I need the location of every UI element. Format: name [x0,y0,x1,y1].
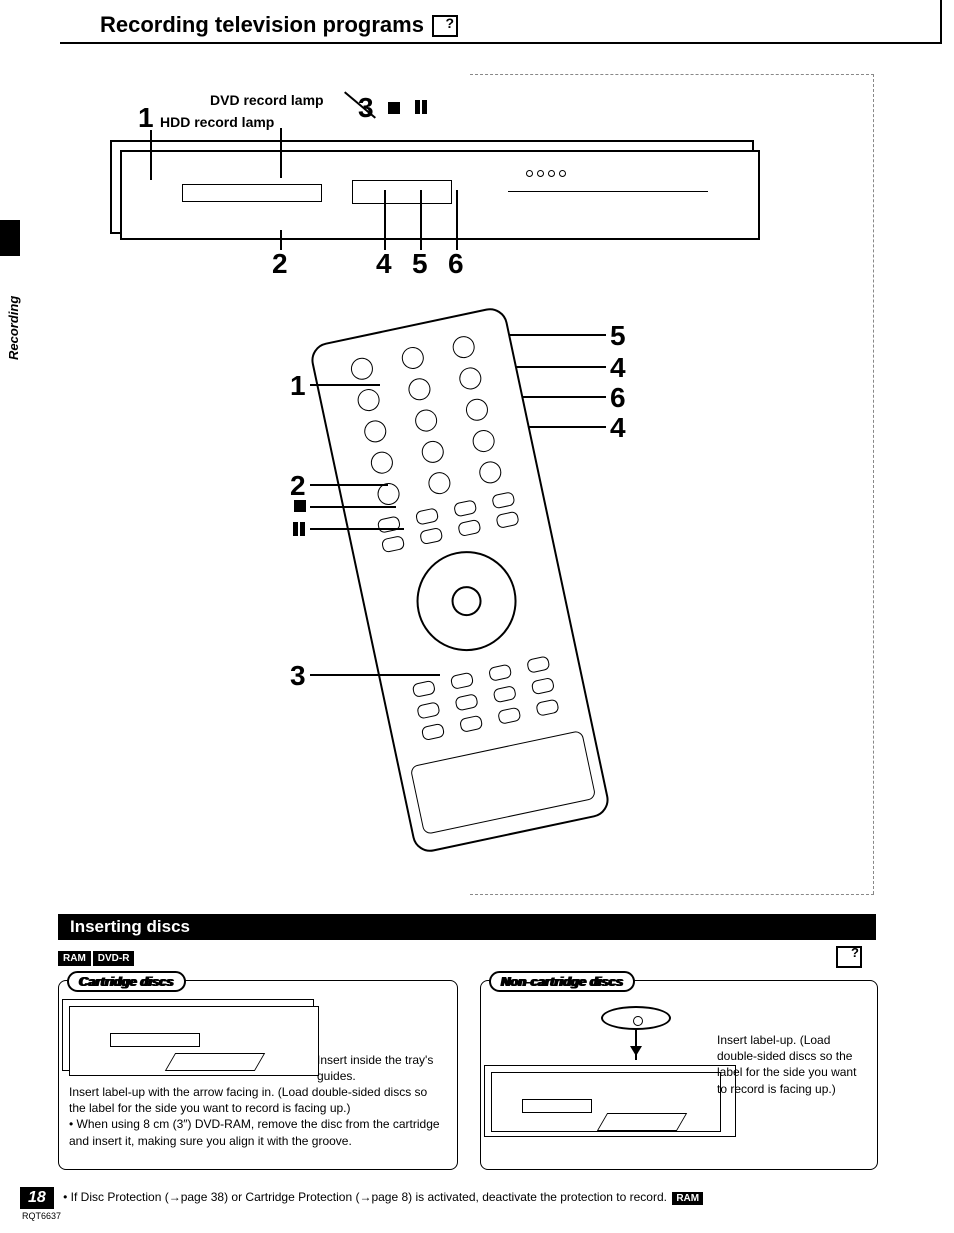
panel-cartridge-discs: Cartridge discs Insert inside the tray's… [58,980,458,1170]
leader-r5 [510,334,606,336]
device-outline [120,150,760,240]
section-heading-bar: Inserting discs [58,914,876,940]
disc-type-badges: RAMDVD-R [58,948,136,966]
remote-lower-panel [410,730,597,835]
device-disc-slot [182,184,322,202]
footer-badge-ram: RAM [672,1192,703,1205]
title-rule [60,42,942,44]
panel-cartridge-title: Cartridge discs [67,971,186,992]
leader-r3 [310,674,440,676]
footer-note: • If Disc Protection (→page 38) or Cartr… [63,1190,703,1205]
device-diagram: DVD record lamp HDD record lamp 1 3 2 4 … [100,70,800,280]
leader-hdd [280,128,282,178]
noncartridge-instruction: Insert label-up. (Load double-sided disc… [717,1032,857,1097]
leader-r6 [522,396,606,398]
leader-r4a [516,366,606,368]
label-dvd-record-lamp: DVD record lamp [210,92,324,108]
leader-r4b [528,426,606,428]
remote-diagram: 1 2 3 5 4 6 4 [280,300,780,900]
remote-dpad [407,542,526,661]
manual-icon [432,15,458,37]
header-right-rule [940,0,942,44]
page-number: 18 [20,1187,54,1209]
device-callout-5: 5 [412,248,428,280]
panel-noncartridge-discs: Non-cartridge discs Insert label-up. (Lo… [480,980,878,1170]
footer-note-text: • If Disc Protection (→page 38) or Cartr… [63,1190,667,1204]
device-display [352,180,452,204]
dashed-frame-right [872,74,874,894]
side-tab-label: Recording [6,296,21,360]
device-callout-6: 6 [448,248,464,280]
page-footer: 18 • If Disc Protection (→page 38) or Ca… [20,1187,914,1221]
noncartridge-device-illustration [491,1072,721,1132]
remote-callout-1: 1 [290,370,306,402]
cartridge-aside-text: Insert inside the tray's guides. [317,1052,437,1084]
device-panel-dots [524,164,568,182]
leader-r2c [310,528,404,530]
stop-icon [388,102,400,114]
document-id: RQT6637 [22,1211,914,1221]
badge-dvdr: DVD-R [93,951,135,966]
page-title: Recording television programs [100,12,458,38]
device-button-panel [508,162,708,192]
disc-illustration [601,1006,671,1030]
side-tab: Recording [0,220,28,340]
manual-ref-icon [836,946,862,968]
leader-2 [280,230,282,250]
cartridge-device-illustration [69,1006,319,1076]
device-callout-4: 4 [376,248,392,280]
remote-stop-icon [294,500,306,512]
leader-r2b [310,506,396,508]
leader-1 [150,130,152,180]
leader-r2 [310,484,388,486]
badge-ram: RAM [58,951,91,966]
remote-callout-6: 6 [610,382,626,414]
panel-noncartridge-title: Non-cartridge discs [489,971,635,992]
leader-4 [384,190,386,250]
remote-outline [308,305,612,855]
remote-callout-3: 3 [290,660,306,692]
remote-callout-2: 2 [290,470,306,502]
device-callout-2: 2 [272,248,288,280]
section-heading-text: Inserting discs [70,917,190,936]
remote-callout-5: 5 [610,320,626,352]
leader-5 [420,190,422,250]
label-hdd-record-lamp: HDD record lamp [160,114,274,130]
cartridge-instruction-1: Insert label-up with the arrow facing in… [69,1084,447,1116]
cartridge-instruction-2: • When using 8 cm (3″) DVD-RAM, remove t… [69,1116,447,1148]
page-title-text: Recording television programs [100,12,424,37]
remote-pause-icon [292,522,306,541]
leader-r1 [310,384,380,386]
remote-callout-4b: 4 [610,412,626,444]
side-tab-marker [0,220,20,256]
remote-callout-4a: 4 [610,352,626,384]
pause-icon [414,100,428,119]
leader-6 [456,190,458,250]
insert-arrow-icon [635,1030,637,1060]
